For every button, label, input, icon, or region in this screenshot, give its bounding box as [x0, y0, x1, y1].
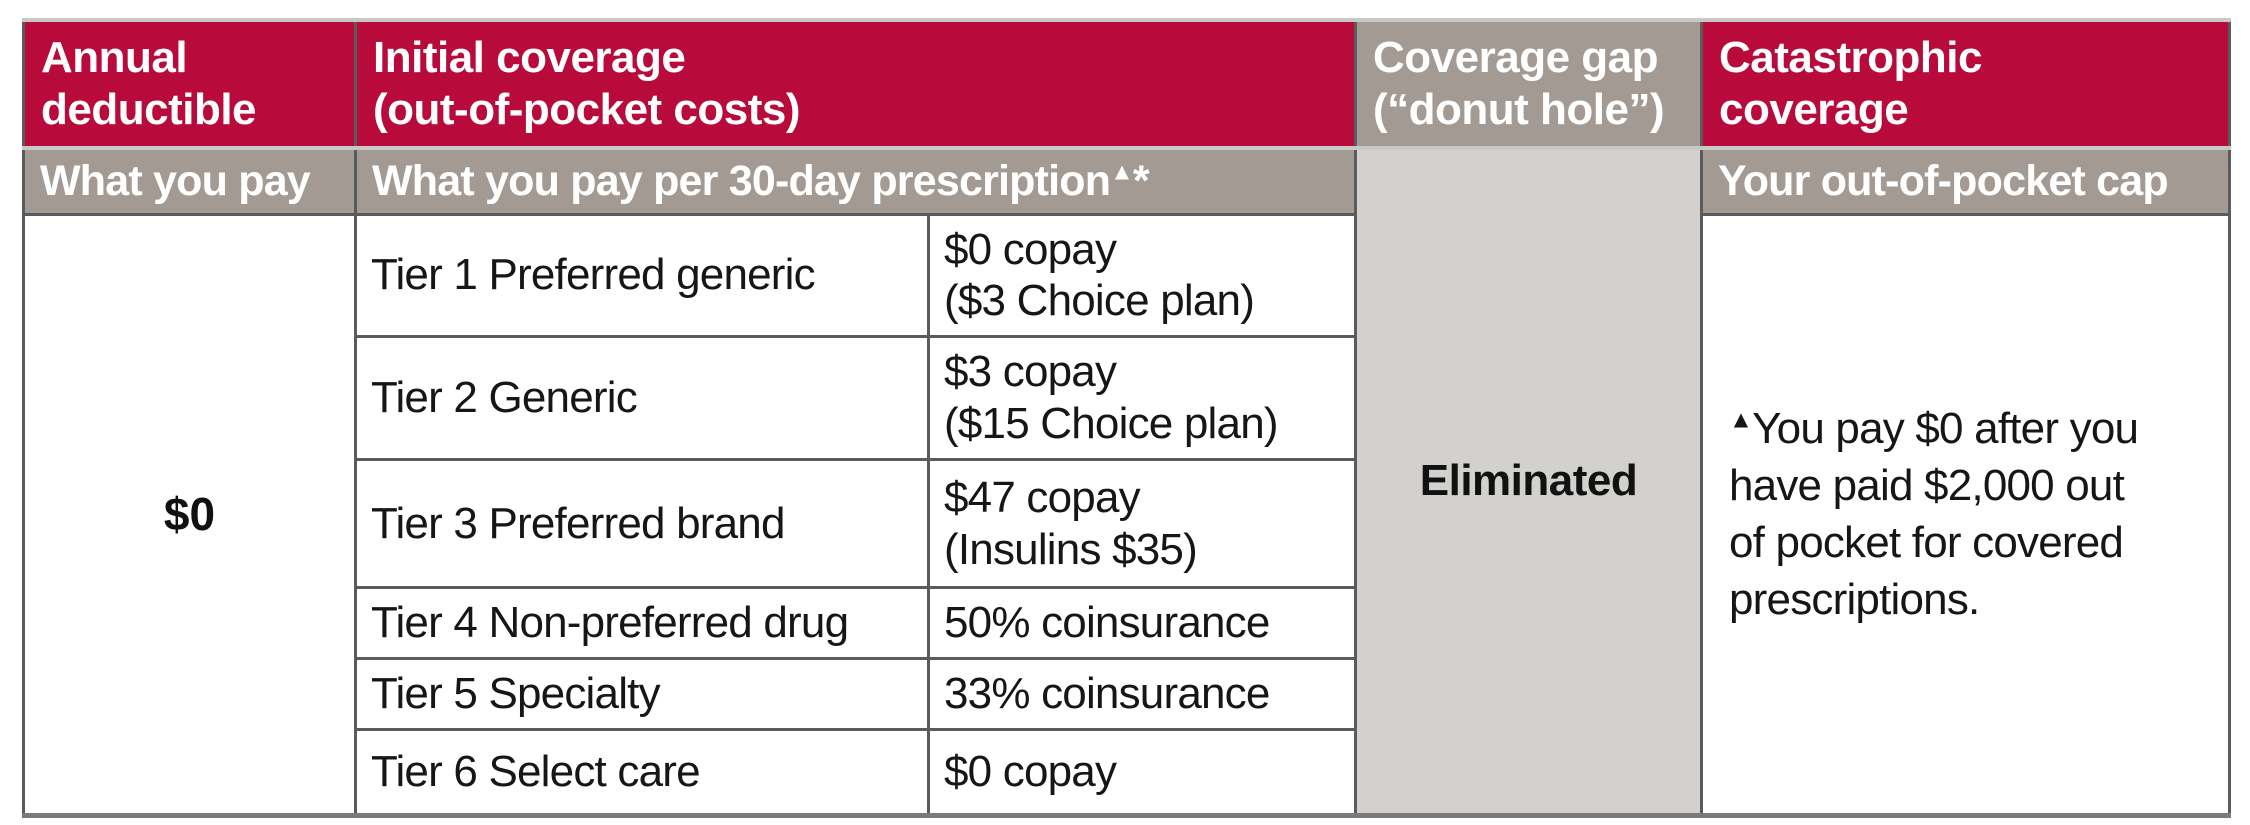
out-of-pocket-cap-subheader: Your out-of-pocket cap [1700, 146, 2231, 216]
asterisk-footnote: * [1132, 156, 1150, 205]
tier-name-cell: Tier 1 Preferred generic [354, 212, 930, 339]
tier-cost-cell: $0 copay [927, 727, 1357, 817]
tier-name-cell: Tier 2 Generic [354, 335, 930, 462]
triangle-footnote-icon: ▲ [1729, 406, 1753, 434]
initial-coverage-header: Initial coverage (out-of-pocket costs) [354, 18, 1357, 150]
header-row: Annual deductible Initial coverage (out-… [22, 18, 2231, 150]
tier-cost-cell: $47 copay (Insulins $35) [927, 458, 1357, 590]
triangle-footnote-icon: ▲ [1110, 159, 1133, 186]
tier-cost-cell: 33% coinsurance [927, 657, 1357, 731]
coverage-gap-cell: Eliminated [1354, 146, 1703, 817]
what-you-pay-subheader: What you pay [22, 146, 357, 216]
tier-cost-cell: $0 copay ($3 Choice plan) [927, 212, 1357, 339]
subheader-row: What you pay What you pay per 30-day pre… [22, 146, 2231, 817]
tier-cost-cell: $3 copay ($15 Choice plan) [927, 335, 1357, 462]
catastrophic-note: ▲You pay $0 after you have paid $2,000 o… [1729, 400, 2210, 629]
drug-coverage-table: Annual deductible Initial coverage (out-… [22, 18, 2231, 818]
tier-row-1: $0 Tier 1 Preferred generic $0 copay ($3… [22, 212, 2231, 817]
tier-name-cell: Tier 6 Select care [354, 727, 930, 817]
catastrophic-note-cell: ▲You pay $0 after you have paid $2,000 o… [1700, 212, 2231, 817]
tier-row-3: Tier 3 Preferred brand $47 copay (Insuli… [24, 458, 2230, 590]
coverage-gap-header: Coverage gap (“donut hole”) [1354, 18, 1703, 150]
coverage-gap-value: Eliminated [1419, 456, 1638, 506]
tier-name-cell: Tier 3 Preferred brand [354, 458, 930, 590]
tier-row-4: Tier 4 Non-preferred drug 50% coinsuranc… [24, 586, 2230, 661]
deductible-value-cell: $0 [22, 212, 357, 817]
per-30-day-label: What you pay per 30-day prescription [372, 156, 1111, 205]
tier-row-5: Tier 5 Specialty 33% coinsurance [24, 657, 2230, 731]
tier-cost-cell: 50% coinsurance [927, 586, 1357, 661]
annual-deductible-header: Annual deductible [22, 18, 357, 150]
catastrophic-note-text: You pay $0 after you have paid $2,000 ou… [1729, 403, 2139, 625]
per-30-day-subheader: What you pay per 30-day prescription▲* [354, 146, 1357, 216]
catastrophic-coverage-header: Catastrophic coverage [1700, 18, 2231, 150]
tier-row-6: Tier 6 Select care $0 copay [24, 727, 2230, 817]
tier-name-cell: Tier 5 Specialty [354, 657, 930, 731]
tier-row-2: Tier 2 Generic $3 copay ($15 Choice plan… [24, 335, 2230, 462]
tier-name-cell: Tier 4 Non-preferred drug [354, 586, 930, 661]
